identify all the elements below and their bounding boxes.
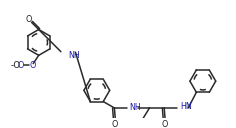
Text: HN: HN [180,102,192,111]
Text: O: O [111,120,118,128]
Text: NH: NH [129,103,141,112]
Text: O: O [25,15,32,24]
Text: O: O [161,120,167,128]
Text: -O: -O [11,61,21,70]
Text: O: O [17,61,23,70]
Text: NH: NH [68,51,80,60]
Text: O: O [29,61,35,70]
